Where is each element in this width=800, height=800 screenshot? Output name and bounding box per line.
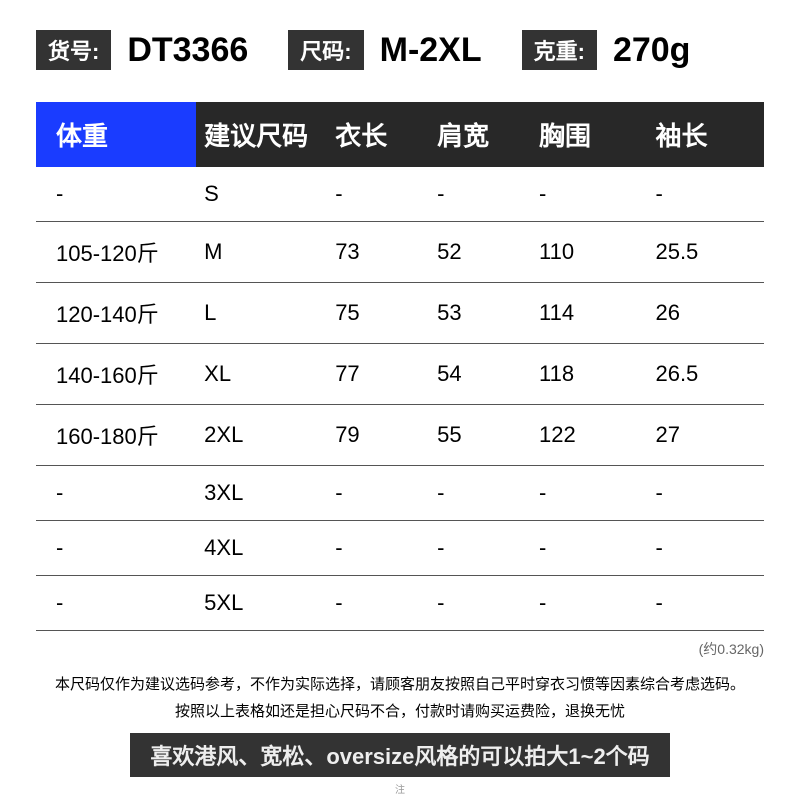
cell-length: - — [327, 466, 429, 521]
cell-sleeve: - — [647, 521, 764, 576]
oversize-style-tip: 喜欢港风、宽松、oversize风格的可以拍大1~2个码 — [130, 733, 669, 777]
disclaimer-line1: 本尺码仅作为建议选码参考，不作为实际选择，请顾客朋友按照自己平时穿衣习惯等因素综… — [55, 676, 745, 693]
table-body: - S - - - - 105-120斤 M 73 52 110 25.5 12… — [36, 167, 764, 631]
cell-sleeve: - — [647, 466, 764, 521]
table-header-row: 体重 建议尺码 衣长 肩宽 胸围 袖长 — [36, 102, 764, 167]
cell-size: 3XL — [196, 466, 327, 521]
cell-sleeve: - — [647, 167, 764, 222]
col-header-length: 衣长 — [327, 102, 429, 167]
cell-shoulder: 52 — [429, 222, 531, 283]
sku-label-badge: 货号: — [36, 30, 111, 70]
col-header-sleeve: 袖长 — [647, 102, 764, 167]
table-row: - 3XL - - - - — [36, 466, 764, 521]
cell-size: L — [196, 283, 327, 344]
col-header-chest: 胸围 — [531, 102, 647, 167]
cell-shoulder: - — [429, 576, 531, 631]
table-row: 160-180斤 2XL 79 55 122 27 — [36, 405, 764, 466]
cell-sleeve: 25.5 — [647, 222, 764, 283]
disclaimer-text: 本尺码仅作为建议选码参考，不作为实际选择，请顾客朋友按照自己平时穿衣习惯等因素综… — [36, 671, 764, 725]
cell-weight: 160-180斤 — [36, 405, 196, 466]
cell-size: 4XL — [196, 521, 327, 576]
weight-label-badge: 克重: — [522, 30, 597, 70]
cell-weight: 140-160斤 — [36, 344, 196, 405]
cell-length: 79 — [327, 405, 429, 466]
product-header: 货号: DT3366 尺码: M-2XL 克重: 270g — [36, 30, 764, 70]
cell-size: M — [196, 222, 327, 283]
table-row: - S - - - - — [36, 167, 764, 222]
col-header-weight: 体重 — [36, 102, 196, 167]
cell-chest: 110 — [531, 222, 647, 283]
cell-sleeve: - — [647, 576, 764, 631]
cell-chest: 114 — [531, 283, 647, 344]
approx-weight-note: (约0.32kg) — [36, 639, 764, 659]
cell-weight: 105-120斤 — [36, 222, 196, 283]
cell-size: XL — [196, 344, 327, 405]
cell-shoulder: - — [429, 466, 531, 521]
cell-length: - — [327, 576, 429, 631]
sku-value: DT3366 — [127, 31, 248, 70]
cell-length: 77 — [327, 344, 429, 405]
cell-sleeve: 26 — [647, 283, 764, 344]
cell-chest: 122 — [531, 405, 647, 466]
tiny-footnote: 注 — [36, 781, 764, 796]
cell-chest: 118 — [531, 344, 647, 405]
col-header-shoulder: 肩宽 — [429, 102, 531, 167]
size-label-badge: 尺码: — [288, 30, 363, 70]
table-row: - 4XL - - - - — [36, 521, 764, 576]
cell-weight: 120-140斤 — [36, 283, 196, 344]
table-row: - 5XL - - - - — [36, 576, 764, 631]
cell-sleeve: 27 — [647, 405, 764, 466]
cell-size: 2XL — [196, 405, 327, 466]
disclaimer-line2: 按照以上表格如还是担心尺码不合，付款时请购买运费险，退换无忧 — [175, 703, 625, 720]
col-header-size: 建议尺码 — [196, 102, 327, 167]
cell-chest: - — [531, 576, 647, 631]
cell-shoulder: 55 — [429, 405, 531, 466]
cell-chest: - — [531, 466, 647, 521]
cell-size: 5XL — [196, 576, 327, 631]
table-row: 140-160斤 XL 77 54 118 26.5 — [36, 344, 764, 405]
cell-weight: - — [36, 521, 196, 576]
cell-shoulder: 53 — [429, 283, 531, 344]
weight-value: 270g — [613, 31, 691, 70]
cell-weight: - — [36, 576, 196, 631]
cell-chest: - — [531, 521, 647, 576]
cell-length: - — [327, 521, 429, 576]
cell-weight: - — [36, 167, 196, 222]
cell-length: - — [327, 167, 429, 222]
cell-sleeve: 26.5 — [647, 344, 764, 405]
cell-length: 75 — [327, 283, 429, 344]
cell-weight: - — [36, 466, 196, 521]
size-chart-table: 体重 建议尺码 衣长 肩宽 胸围 袖长 - S - - - - 105-120斤… — [36, 102, 764, 631]
cell-length: 73 — [327, 222, 429, 283]
cell-shoulder: - — [429, 167, 531, 222]
cell-shoulder: - — [429, 521, 531, 576]
size-range-value: M-2XL — [380, 31, 482, 70]
table-row: 105-120斤 M 73 52 110 25.5 — [36, 222, 764, 283]
cell-chest: - — [531, 167, 647, 222]
cell-shoulder: 54 — [429, 344, 531, 405]
table-row: 120-140斤 L 75 53 114 26 — [36, 283, 764, 344]
cell-size: S — [196, 167, 327, 222]
